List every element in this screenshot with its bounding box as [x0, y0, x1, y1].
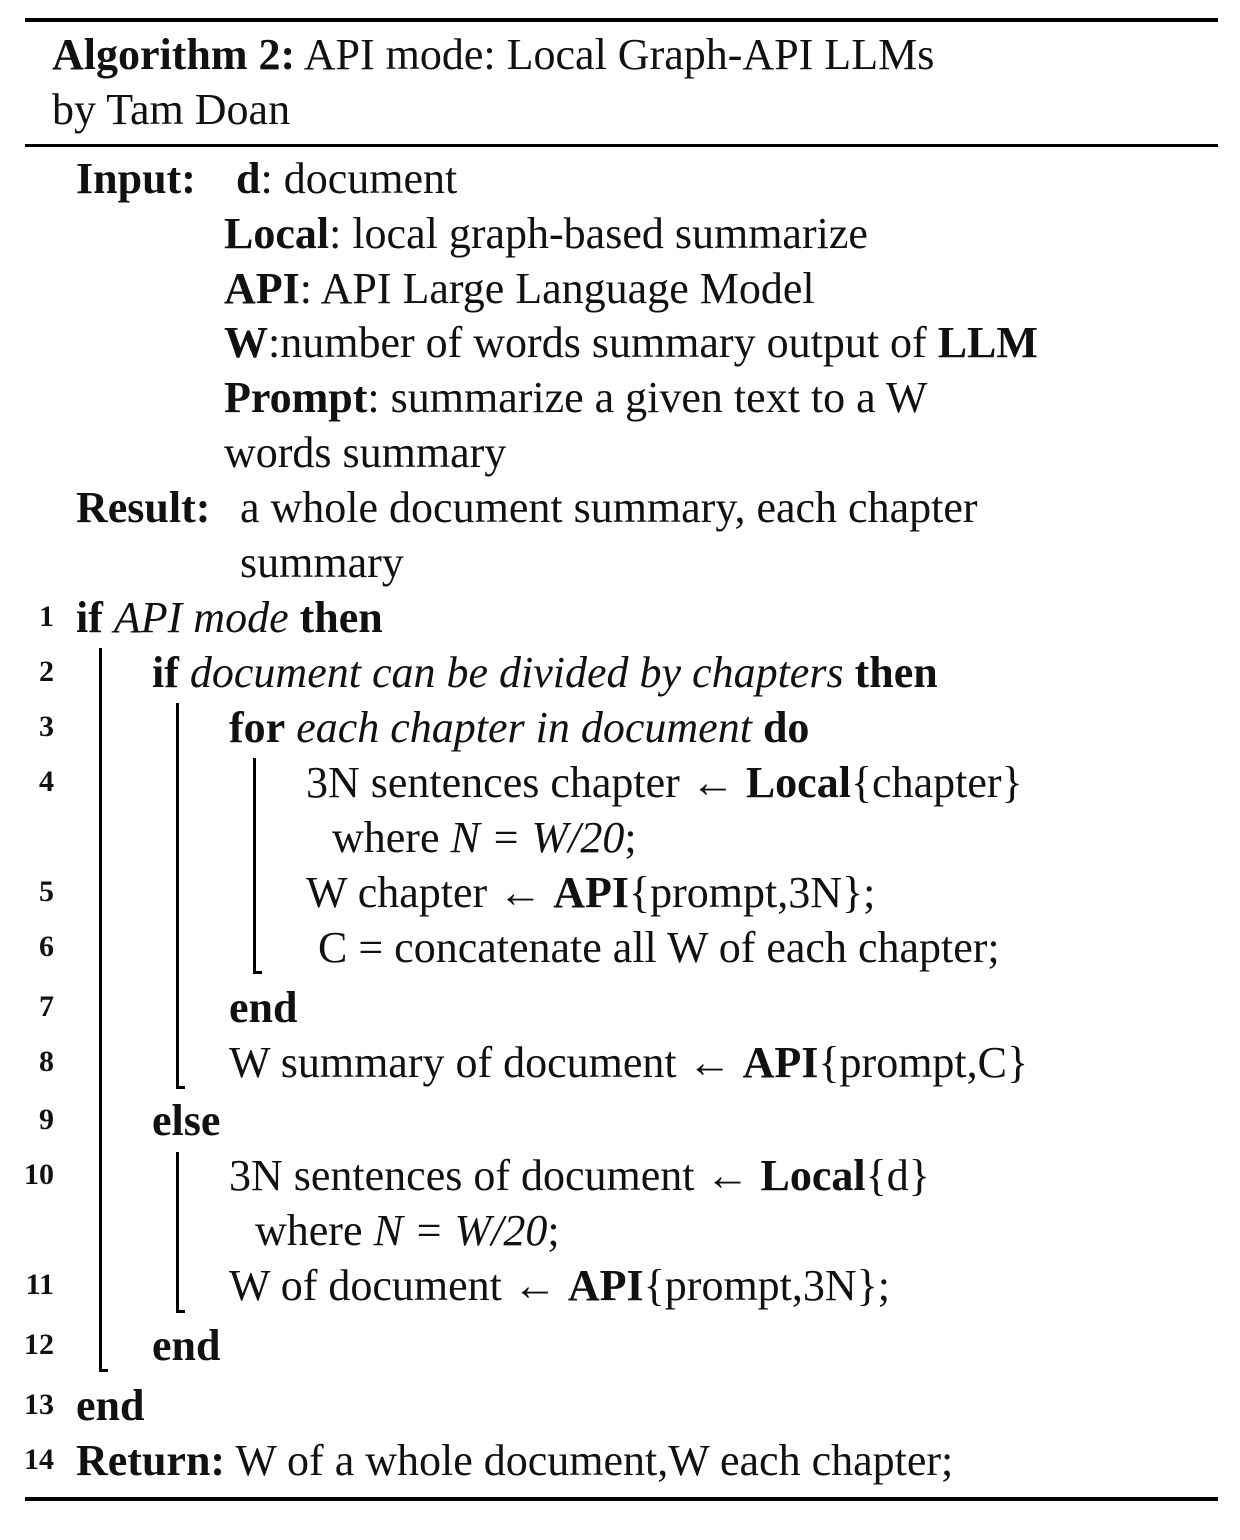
line-number: 12: [24, 1328, 54, 1361]
algo-line-12: end: [152, 1321, 221, 1370]
algo-line-5: W chapter ← API{prompt,3N};: [306, 868, 876, 917]
algo-line-11: W of document ← API{prompt,3N};: [229, 1261, 891, 1310]
algorithm-title: Algorithm 2: API mode: Local Graph-API L…: [52, 33, 934, 77]
indent-bar-if: [99, 648, 102, 1372]
header-rule: [25, 144, 1218, 147]
algo-line-14: Return: W of a whole document,W each cha…: [76, 1436, 954, 1485]
indent-bar-tick: [176, 1086, 185, 1089]
indent-bar-tick: [99, 1369, 108, 1372]
line-number: 10: [24, 1158, 54, 1191]
input-param-prompt-cont: words summary: [224, 428, 507, 477]
input-param-local: Local: local graph-based summarize: [224, 209, 868, 258]
top-rule: [25, 18, 1218, 22]
algorithm-name: API mode: Local Graph-API LLMs: [303, 30, 935, 79]
algorithm-author: by Tam Doan: [52, 85, 291, 134]
result-text-cont: summary: [240, 538, 404, 587]
line-number: 2: [39, 655, 54, 688]
algo-line-4: 3N sentences chapter ← Local{chapter}: [306, 758, 1023, 807]
indent-bar-tick: [253, 971, 262, 974]
input-label: Input:: [76, 154, 196, 203]
line-number: 8: [39, 1045, 54, 1078]
algo-line-13: end: [76, 1381, 145, 1430]
algo-line-7: end: [229, 983, 298, 1032]
algo-line-4-cont: where N = W/20;: [332, 813, 637, 862]
algo-line-9: else: [152, 1096, 221, 1145]
line-number: 11: [25, 1268, 54, 1301]
algo-line-3: for each chapter in document do: [229, 703, 810, 752]
algo-line-10-cont: where N = W/20;: [255, 1206, 560, 1255]
result-label: Result:: [76, 483, 211, 532]
indent-bar-else: [176, 1152, 179, 1313]
input-param-d: d: document: [236, 154, 458, 203]
algo-line-8: W summary of document ← API{prompt,C}: [229, 1038, 1029, 1087]
line-number: 5: [39, 875, 54, 908]
line-number: 7: [39, 990, 54, 1023]
line-number: 4: [39, 765, 54, 798]
line-number: 13: [24, 1388, 54, 1421]
algo-line-10: 3N sentences of document ← Local{d}: [229, 1151, 930, 1200]
algo-line-2: if document can be divided by chapters t…: [152, 648, 938, 697]
line-number: 9: [39, 1103, 54, 1136]
input-param-api: API: API Large Language Model: [224, 264, 815, 313]
line-number: 1: [39, 600, 54, 633]
bottom-rule: [25, 1497, 1218, 1501]
input-param-w: W:number of words summary output of LLM: [224, 318, 1038, 367]
indent-bar-tick: [176, 1310, 185, 1313]
input-param-prompt: Prompt: summarize a given text to a W: [224, 373, 928, 422]
algo-line-1: if API mode then: [76, 593, 383, 642]
algo-line-6: C = concatenate all W of each chapter;: [318, 923, 1000, 972]
line-number: 3: [39, 710, 54, 743]
algorithm-label: Algorithm 2:: [52, 30, 296, 79]
indent-bar-then: [176, 703, 179, 1089]
line-number: 14: [24, 1443, 54, 1476]
indent-bar-for: [253, 758, 256, 974]
result-text: a whole document summary, each chapter: [240, 483, 978, 532]
line-number: 6: [39, 930, 54, 963]
